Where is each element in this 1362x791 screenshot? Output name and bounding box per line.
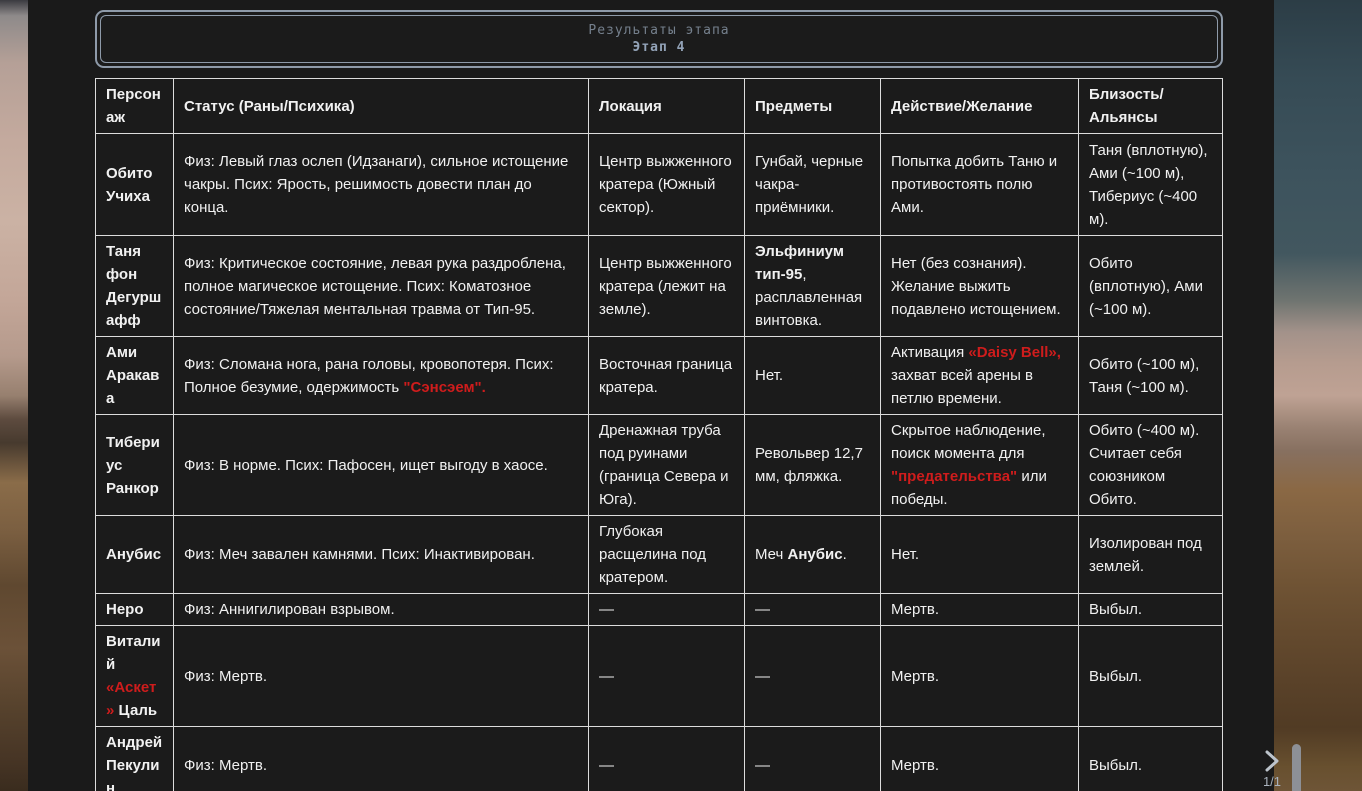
panel-title: Результаты этапа <box>588 23 730 38</box>
cell-character: Анубис <box>95 515 174 594</box>
cell-items: Эльфиниум тип-95, расплавленная винтовка… <box>744 235 881 337</box>
cell-action: Скрытое наблюдение, поиск момента для "п… <box>880 414 1079 516</box>
header-cell-proximity: Близость/Альянсы <box>1078 78 1223 134</box>
cell-action: Мертв. <box>880 593 1079 626</box>
results-panel: Результаты этапа Этап 4 Персонаж Статус … <box>28 0 1301 791</box>
table-row: Тибериус Ранкор Физ: В норме. Псих: Пафос… <box>95 414 1223 516</box>
cell-status: Физ: Аннигилирован взрывом. <box>173 593 589 626</box>
cell-status: Физ: Мертв. <box>173 625 589 727</box>
cell-items: Нет. <box>744 336 881 415</box>
table-row: Виталий «Аскет» Цаль Физ: Мертв. — — Мертв. В… <box>95 625 1223 727</box>
header-cell-items: Предметы <box>744 78 881 134</box>
cell-character: Тибериус Ранкор <box>95 414 174 516</box>
cell-proximity: Выбыл. <box>1078 593 1223 626</box>
cell-character: Таня фон Дегуршафф <box>95 235 174 337</box>
stage-title-box: Результаты этапа Этап 4 <box>95 10 1223 68</box>
cell-location: Дренажная труба под руинами (граница Сев… <box>588 414 745 516</box>
cell-items: Меч Анубис. <box>744 515 881 594</box>
next-page-button[interactable] <box>1260 750 1284 776</box>
cell-status: Физ: Мертв. <box>173 726 589 791</box>
table-header-row: Персонаж Статус (Раны/Психика) Локация П… <box>95 78 1223 134</box>
cell-location: Центр выжженного кратера (Южный сектор). <box>588 133 745 236</box>
header-cell-character: Персонаж <box>95 78 174 134</box>
cell-location: Восточная граница кратера. <box>588 336 745 415</box>
page-indicator: 1/1 <box>1262 774 1282 789</box>
cell-action: Активация «Daisy Bell», захват всей арен… <box>880 336 1079 415</box>
table-row: Андрей Пекулин Физ: Мертв. — — Мертв. Выбыл. <box>95 726 1223 791</box>
cell-status: Физ: Меч завален камнями. Псих: Инактиви… <box>173 515 589 594</box>
cell-action: Мертв. <box>880 625 1079 727</box>
cell-location: Центр выжженного кратера (лежит на земле… <box>588 235 745 337</box>
cell-character: Обито Учиха <box>95 133 174 236</box>
cell-proximity: Обито (~100 м), Таня (~100 м). <box>1078 336 1223 415</box>
cell-character: Андрей Пекулин <box>95 726 174 791</box>
chevron-right-icon <box>1263 748 1281 779</box>
table-row: Неро Физ: Аннигилирован взрывом. — — Мертв. В… <box>95 593 1223 626</box>
cell-status: Физ: Левый глаз ослеп (Идзанаги), сильно… <box>173 133 589 236</box>
header-cell-action: Действие/Желание <box>880 78 1079 134</box>
table-row: Ами Аракава Физ: Сломана нога, рана голов… <box>95 336 1223 415</box>
table-body: Обито Учиха Физ: Левый глаз ослеп (Идзана… <box>95 133 1223 791</box>
wallpaper-left-strip <box>0 0 28 791</box>
scrollbar-thumb[interactable] <box>1292 744 1301 791</box>
cell-location: — <box>588 726 745 791</box>
table-row: Таня фон Дегуршафф Физ: Критическое состо… <box>95 235 1223 337</box>
table-row: Обито Учиха Физ: Левый глаз ослеп (Идзана… <box>95 133 1223 236</box>
stage-title-inner: Результаты этапа Этап 4 <box>100 15 1218 63</box>
cell-proximity: Обито (~400 м). Считает себя союзником О… <box>1078 414 1223 516</box>
cell-action: Нет. <box>880 515 1079 594</box>
cell-character: Ами Аракава <box>95 336 174 415</box>
cell-proximity: Выбыл. <box>1078 726 1223 791</box>
stage-number: Этап 4 <box>632 40 686 55</box>
cell-proximity: Выбыл. <box>1078 625 1223 727</box>
cell-action: Попытка добить Таню и противостоять полю… <box>880 133 1079 236</box>
cell-location: Глубокая расщелина под кратером. <box>588 515 745 594</box>
cell-items: Гунбай, черные чакра-приёмники. <box>744 133 881 236</box>
results-table: Персонаж Статус (Раны/Психика) Локация П… <box>95 78 1223 791</box>
cell-action: Мертв. <box>880 726 1079 791</box>
wallpaper-right-strip <box>1274 0 1362 791</box>
cell-location: — <box>588 625 745 727</box>
header-cell-status: Статус (Раны/Психика) <box>173 78 589 134</box>
cell-proximity: Обито (вплотную), Ами (~100 м). <box>1078 235 1223 337</box>
cell-items: — <box>744 726 881 791</box>
table-row: Анубис Физ: Меч завален камнями. Псих: Ин… <box>95 515 1223 594</box>
cell-proximity: Таня (вплотную), Ами (~100 м), Тибериус … <box>1078 133 1223 236</box>
cell-status: Физ: В норме. Псих: Пафосен, ищет выгоду… <box>173 414 589 516</box>
cell-proximity: Изолирован под землей. <box>1078 515 1223 594</box>
cell-items: — <box>744 593 881 626</box>
header-cell-location: Локация <box>588 78 745 134</box>
cell-location: — <box>588 593 745 626</box>
cell-items: — <box>744 625 881 727</box>
cell-character: Неро <box>95 593 174 626</box>
cell-status: Физ: Критическое состояние, левая рука р… <box>173 235 589 337</box>
cell-character: Виталий «Аскет» Цаль <box>95 625 174 727</box>
cell-items: Револьвер 12,7 мм, фляжка. <box>744 414 881 516</box>
cell-status: Физ: Сломана нога, рана головы, кровопот… <box>173 336 589 415</box>
cell-action: Нет (без сознания). Желание выжить подав… <box>880 235 1079 337</box>
